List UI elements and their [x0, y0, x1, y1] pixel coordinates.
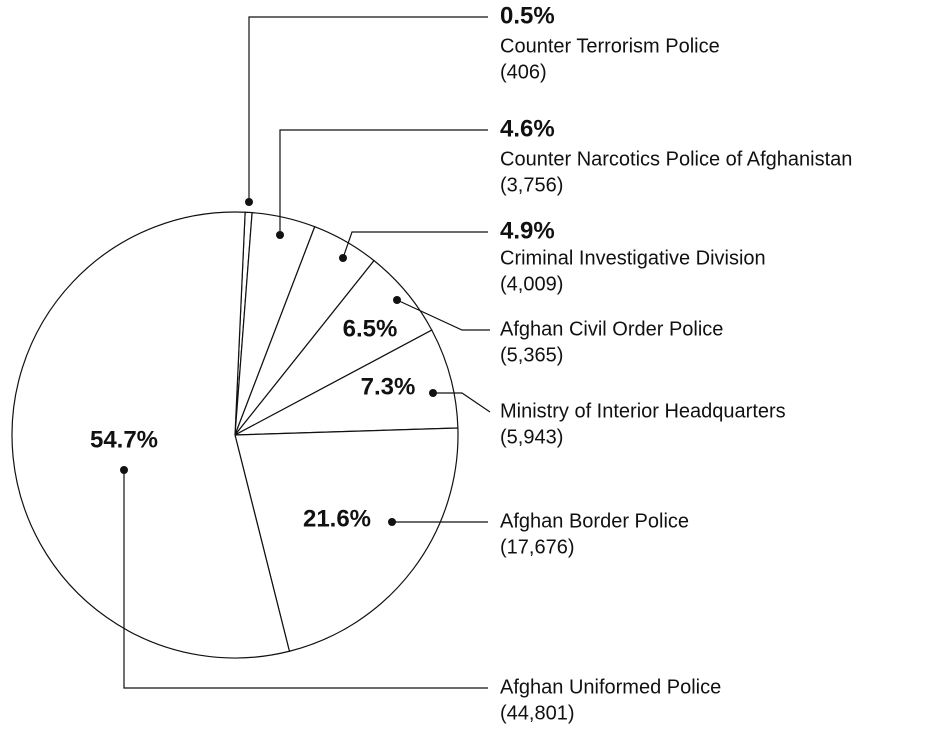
leader-dot	[120, 466, 128, 474]
category-label: Afghan Border Police	[500, 510, 689, 532]
percent-label: 54.7%	[90, 426, 158, 453]
leader-dot	[276, 231, 284, 239]
category-label: Counter Narcotics Police of Afghanistan	[500, 148, 852, 170]
count-label: (3,756)	[500, 174, 563, 196]
leader-line	[123, 470, 488, 689]
pie-slice	[234, 427, 459, 652]
leader-line	[433, 392, 491, 413]
percent-label: 0.5%	[500, 2, 555, 29]
leader-dot	[339, 254, 347, 262]
category-label: Counter Terrorism Police	[500, 35, 720, 57]
count-label: (5,943)	[500, 426, 563, 448]
leader-line	[248, 16, 488, 202]
leader-line	[342, 231, 488, 259]
count-label: (17,676)	[500, 536, 575, 558]
pie-slice	[234, 329, 459, 436]
category-label: Criminal Investigative Division	[500, 247, 766, 269]
percent-label: 6.5%	[343, 315, 398, 342]
percent-label: 21.6%	[303, 505, 371, 532]
count-label: (4,009)	[500, 273, 563, 295]
category-label: Ministry of Interior Headquarters	[500, 400, 786, 422]
category-label: Afghan Uniformed Police	[500, 676, 721, 698]
count-label: (406)	[500, 61, 547, 83]
leader-line	[396, 299, 490, 331]
category-label: Afghan Civil Order Police	[500, 318, 723, 340]
leader-dot	[245, 198, 253, 206]
count-label: (44,801)	[500, 702, 575, 724]
leader-dot	[393, 296, 401, 304]
percent-label: 4.9%	[500, 217, 555, 244]
leader-dot	[429, 389, 437, 397]
pie-slice	[11, 211, 291, 659]
leader-line	[279, 129, 488, 235]
percent-label: 7.3%	[361, 373, 416, 400]
percent-label: 4.6%	[500, 115, 555, 142]
count-label: (5,365)	[500, 344, 563, 366]
leader-dot	[388, 518, 396, 526]
